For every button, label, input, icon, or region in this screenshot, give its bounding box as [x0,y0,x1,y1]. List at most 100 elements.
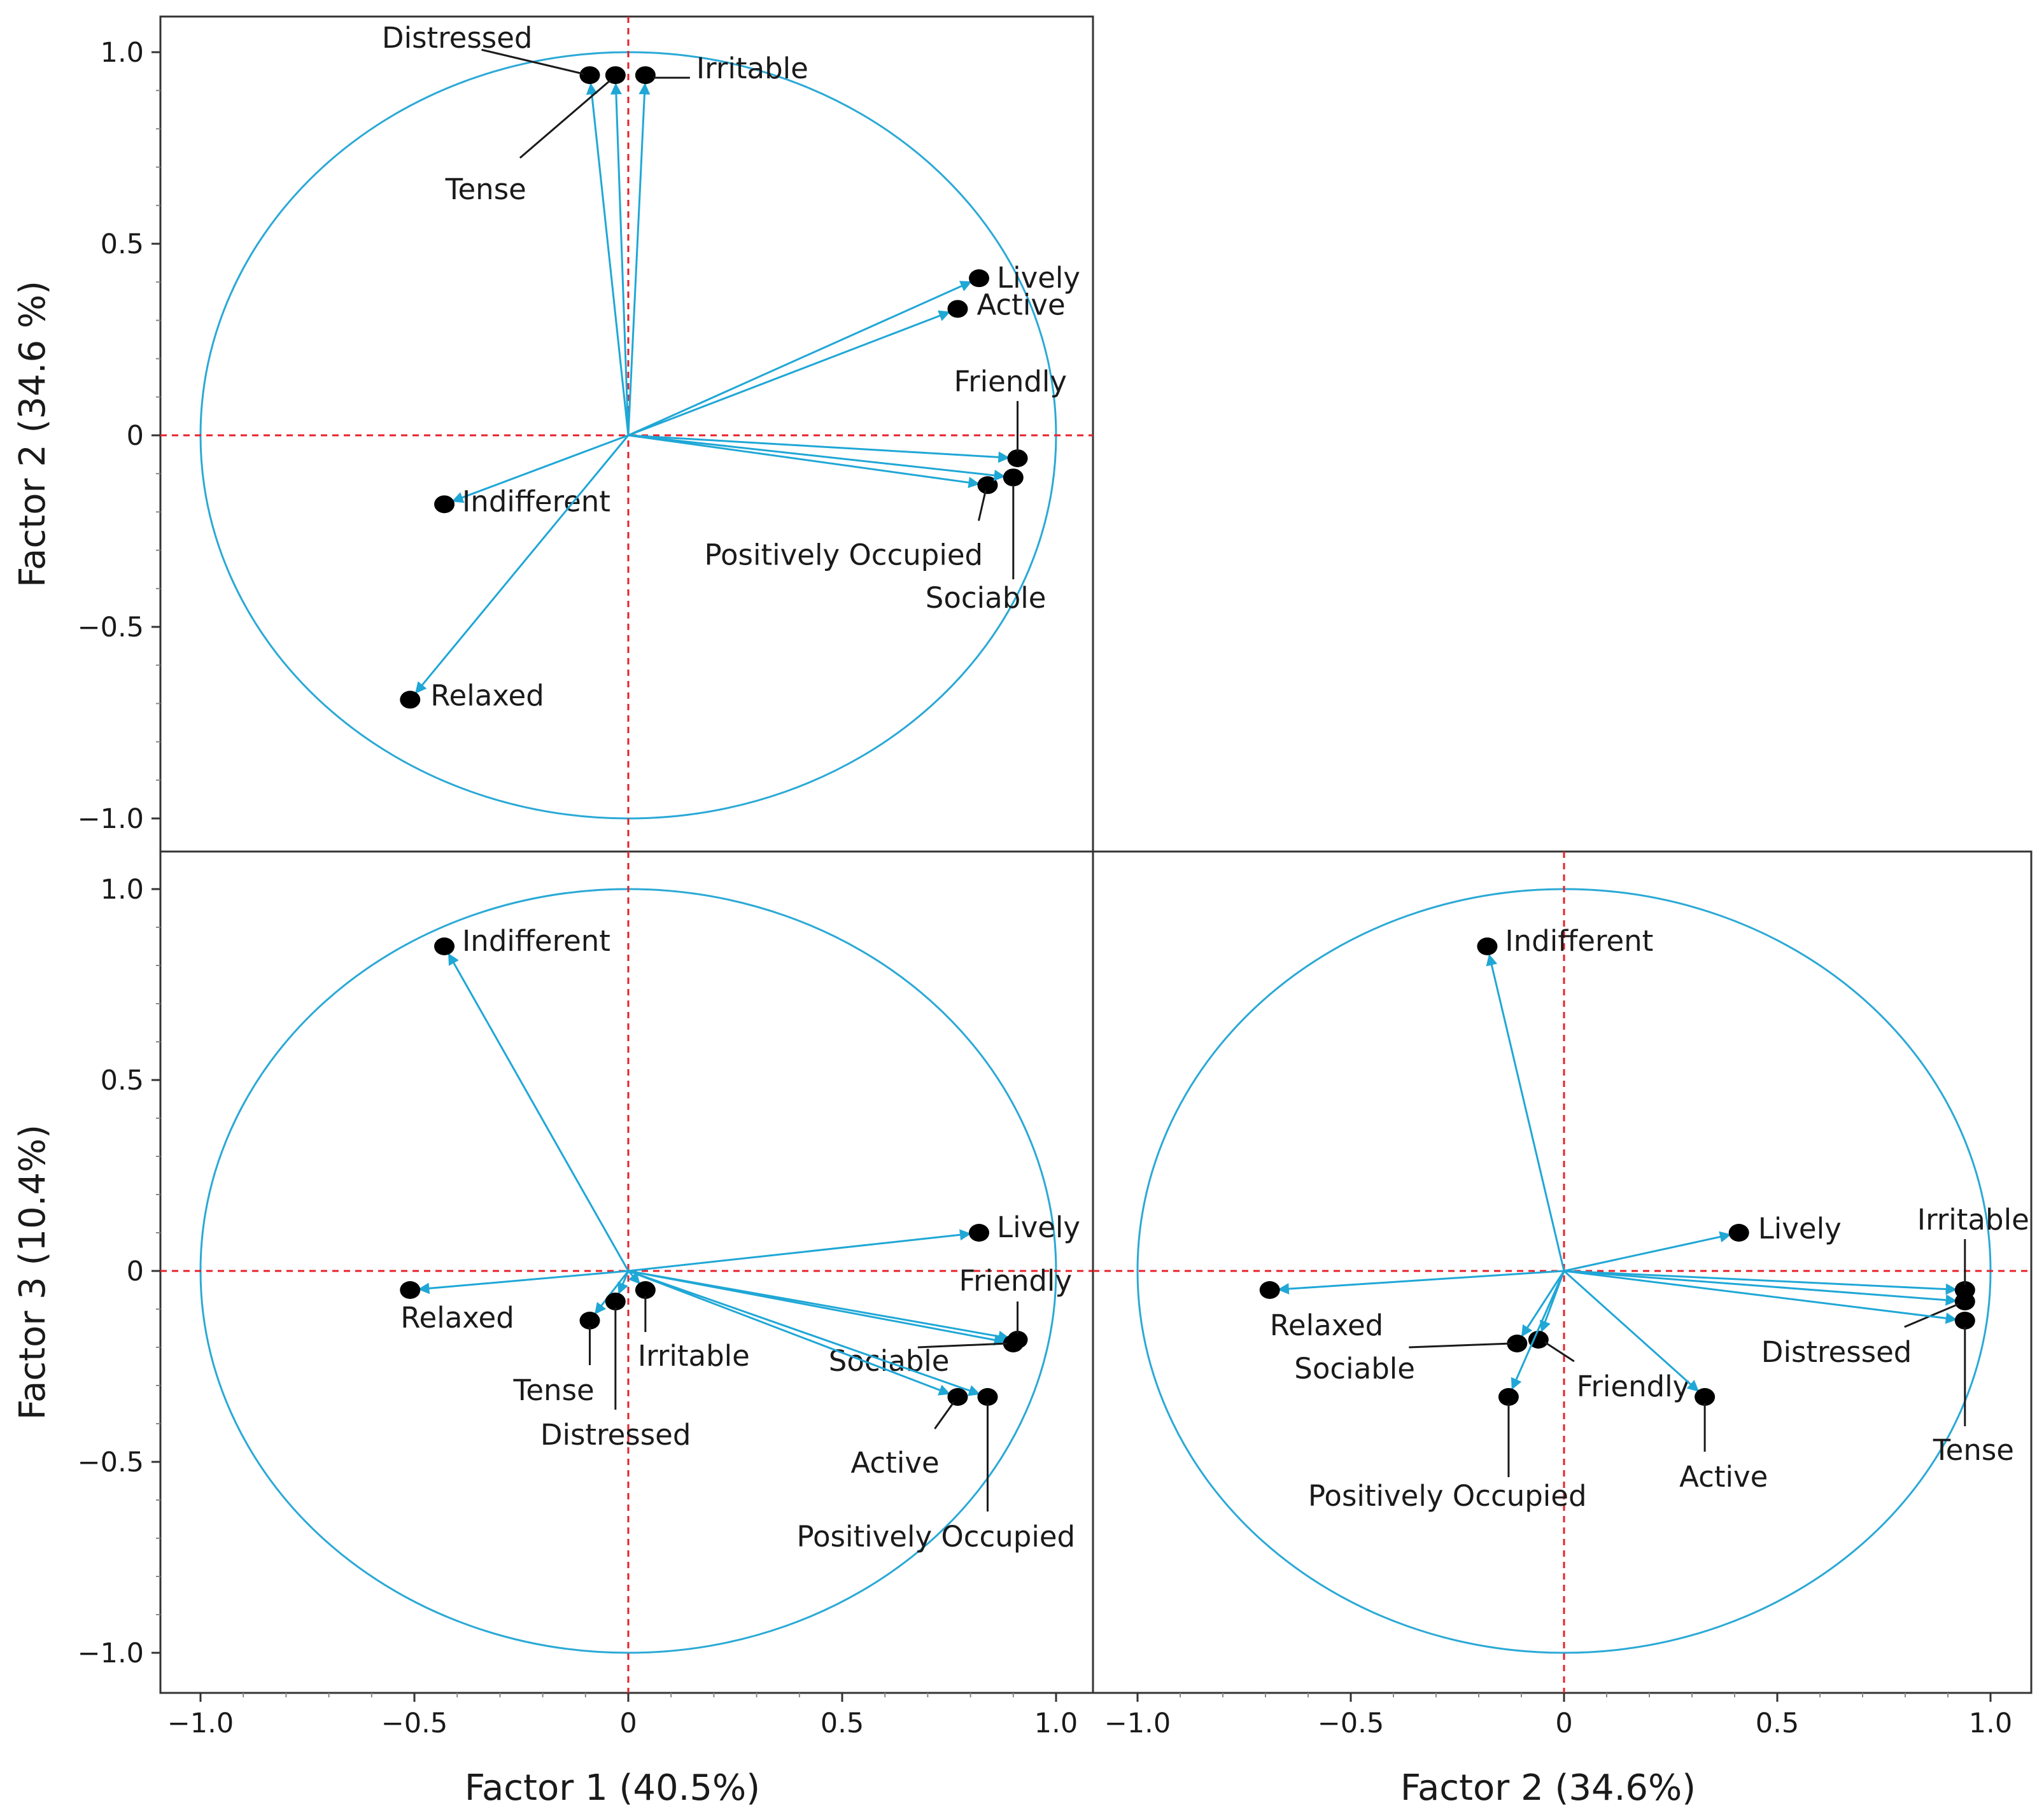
loading-point [1528,1331,1549,1349]
point-label: Indifferent [462,924,610,958]
loading-point [434,495,455,514]
loading-vector [628,1270,1006,1346]
x-tick-label: 0 [619,1708,637,1739]
loading-vector [628,281,972,437]
y-tick-label: −0.5 [78,612,144,643]
point-label: Distressed [1761,1335,1912,1369]
loading-vector [1563,1231,1731,1272]
loading-point [1695,1388,1716,1406]
loading-vector [610,83,630,436]
x-tick-label: −1.0 [1104,1708,1171,1739]
point-label: Relaxed [430,678,544,712]
plot-frame [1092,850,2033,1694]
point-label: Irritable [1917,1203,2029,1237]
point-label: Tense [513,1373,595,1407]
point-label: Lively [1758,1212,1842,1245]
loading-point [400,1281,421,1299]
loading-point [1498,1388,1519,1406]
point-label: Distressed [382,21,533,55]
point-label: Friendly [954,365,1068,398]
leader-line [978,489,987,521]
y-tick-label: −1.0 [78,803,144,835]
y-axis-title: Factor 3 (10.4%) [12,1125,53,1420]
panel-f1f2: −1.0 −0.5 0 0.5 1.0 Factor 2 (34.6 %) Distress… [12,15,1094,853]
loading-vector [418,1270,629,1294]
loading-point [579,66,600,85]
loading-point [977,1388,998,1406]
point-label: Active [850,1446,939,1480]
loading-point [1728,1224,1749,1242]
leader-line [481,48,584,75]
x-axis-title: Factor 2 (34.6%) [1400,1767,1696,1809]
x-tick-label: −0.5 [381,1708,448,1739]
point-label: Irritable [696,52,808,85]
loading-vector [1277,1270,1565,1295]
point-label: Tense [1933,1433,2014,1467]
point-label: Active [1679,1460,1768,1494]
loading-vector [628,434,980,489]
y-tick-label: 0 [127,1256,144,1287]
loading-point [977,476,998,495]
loading-vector [627,83,651,436]
loading-point [605,1293,626,1310]
loading-vector [1563,1270,1957,1295]
point-label: Sociable [1294,1352,1415,1386]
point-label: Positively Occupied [796,1520,1075,1554]
leader-line [917,1342,1007,1349]
loading-vector [628,1270,980,1396]
leader-line [1409,1342,1511,1349]
plot-frame [159,15,1094,853]
loading-vector [451,434,629,503]
point-label: Distressed [540,1418,691,1452]
x-tick-label: 1.0 [1034,1708,1078,1739]
leader-line [519,79,611,159]
y-tick-label: −0.5 [78,1447,144,1478]
loading-point [1507,1335,1528,1352]
loading-point [1003,1335,1024,1352]
loading-vector [628,310,951,437]
loading-vector [628,434,1006,481]
loading-point [1003,468,1024,487]
loading-point [947,300,968,318]
loading-vector [1521,1270,1565,1337]
loading-vector [594,1270,630,1315]
point-label: Active [976,288,1065,321]
loading-vector [628,1270,951,1396]
loading-point [434,937,455,955]
loading-point [579,1312,600,1329]
loading-point [1259,1281,1280,1299]
y-tick-label: −1.0 [78,1638,144,1669]
loading-vector [415,435,630,694]
point-label: Friendly [1577,1370,1690,1403]
loading-vector [628,434,1010,463]
point-label: Relaxed [400,1301,514,1335]
panel-f1f3: −1.0 −0.5 0 0.5 1.0 −1.0 −0.5 0 0.5 1.0 Factor 3 (… [12,850,1094,1809]
loading-point [635,66,656,85]
point-label: Positively Occupied [1308,1479,1587,1513]
leader-line [1544,1341,1575,1363]
loading-vector [1511,1270,1565,1390]
point-label: Irritable [638,1339,750,1373]
x-tick-label: 0.5 [821,1708,864,1739]
y-tick-label: 0.5 [101,1065,144,1097]
point-label: Lively [997,1210,1080,1244]
panel-f2f3: −1.0 −0.5 0 0.5 1.0 Factor 2 (34.6%) Indiffere… [1092,850,2033,1809]
point-label: Positively Occupied [704,538,983,572]
loading-vector [1563,1270,1700,1392]
y-tick-label: 0.5 [101,228,144,260]
loading-vector [1486,953,1565,1272]
loading-point [1954,1293,1975,1310]
point-label: Lively [997,261,1080,295]
x-tick-label: 1.0 [1969,1708,2012,1739]
loading-vector [586,83,630,436]
loading-point [1007,449,1028,468]
y-tick-label: 0 [127,420,144,452]
point-label: Indifferent [1505,924,1653,958]
x-tick-label: −1.0 [167,1708,234,1739]
x-tick-label: −0.5 [1318,1708,1384,1739]
y-tick-label: 1.0 [101,874,144,906]
loading-vector [627,1270,640,1284]
point-label: Relaxed [1270,1308,1384,1342]
loading-vector [617,1270,630,1294]
